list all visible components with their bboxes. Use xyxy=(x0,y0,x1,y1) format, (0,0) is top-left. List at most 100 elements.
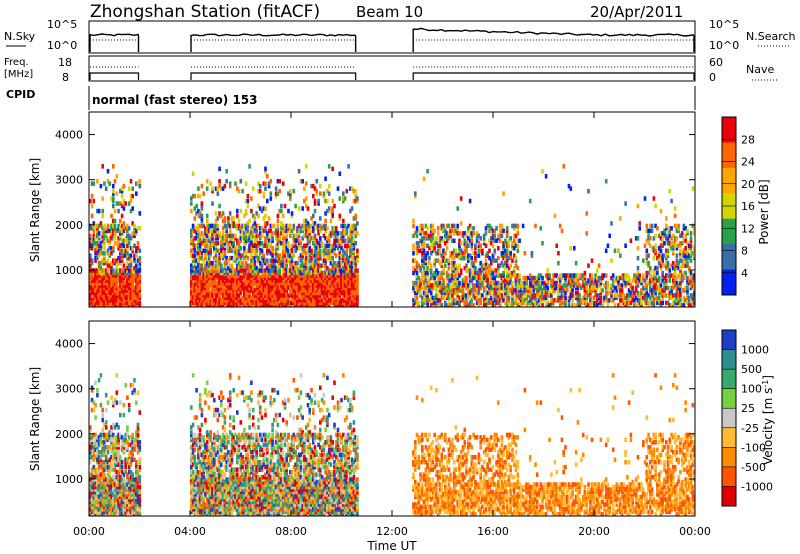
heatmap-cell xyxy=(509,253,512,258)
heatmap-cell xyxy=(276,238,280,243)
heatmap-cell xyxy=(454,251,458,256)
heatmap-cell xyxy=(120,298,124,303)
heatmap-cell xyxy=(260,208,264,214)
heatmap-cell xyxy=(122,253,126,258)
heatmap-cell xyxy=(429,228,433,234)
heatmap-cell xyxy=(511,246,514,251)
heatmap-cell xyxy=(273,263,276,268)
heatmap-cell xyxy=(668,233,672,239)
heatmap-cell xyxy=(228,246,232,251)
heatmap-cell xyxy=(665,273,668,278)
heatmap-cell xyxy=(269,263,273,268)
heatmap-cell xyxy=(303,218,306,224)
heatmap-cell xyxy=(104,273,108,278)
heatmap-cell xyxy=(303,260,306,266)
heatmap-cell xyxy=(509,280,512,286)
heatmap-cell xyxy=(417,280,421,286)
heatmap-cell xyxy=(502,298,505,303)
heatmap-cell xyxy=(108,283,111,288)
heatmap-cell xyxy=(327,164,331,169)
heatmap-cell xyxy=(647,293,650,298)
heatmap-cell xyxy=(283,273,287,278)
heatmap-cell xyxy=(225,260,228,266)
heatmap-cell xyxy=(490,226,493,231)
heatmap-cell xyxy=(205,295,209,301)
heatmap-cell xyxy=(96,226,99,231)
heatmap-cell xyxy=(315,260,319,266)
heatmap-cell xyxy=(193,268,197,273)
heatmap-cell xyxy=(548,273,551,278)
heatmap-cell xyxy=(481,283,484,288)
heatmap-cell xyxy=(96,270,99,276)
heatmap-cell xyxy=(110,280,113,286)
heatmap-cell xyxy=(581,275,585,281)
heatmap-cell xyxy=(636,270,640,276)
heatmap-cell xyxy=(647,280,650,286)
heatmap-cell xyxy=(99,300,103,306)
heatmap-cell xyxy=(527,293,530,298)
heatmap-cell xyxy=(108,251,111,256)
heatmap-cell xyxy=(110,270,113,276)
heatmap-cell xyxy=(689,238,693,243)
heatmap-cell xyxy=(308,253,311,258)
heatmap-cell xyxy=(113,236,117,241)
heatmap-cell xyxy=(514,243,518,248)
heatmap-cell xyxy=(647,241,650,246)
heatmap-cell xyxy=(342,268,345,273)
heatmap-cell xyxy=(120,243,124,248)
heatmap-cell xyxy=(567,303,571,307)
heatmap-cell xyxy=(92,275,96,281)
heatmap-cell xyxy=(340,236,343,241)
heatmap-cell xyxy=(262,300,266,306)
heatmap-cell xyxy=(352,290,356,296)
heatmap-cell xyxy=(505,233,509,239)
heatmap-cell xyxy=(597,293,601,298)
heatmap-cell xyxy=(463,255,467,261)
heatmap-cell xyxy=(333,238,336,243)
heatmap-cell xyxy=(421,251,424,256)
heatmap-cell xyxy=(244,280,248,286)
heatmap-cell xyxy=(551,298,555,303)
heatmap-cell xyxy=(283,253,287,258)
heatmap-cell xyxy=(221,226,225,231)
heatmap-cell xyxy=(308,293,311,298)
heatmap-cell xyxy=(338,288,342,293)
heatmap-cell xyxy=(543,298,546,303)
heatmap-cell xyxy=(269,196,273,201)
heatmap-cell xyxy=(230,288,234,293)
heatmap-cell xyxy=(686,288,689,293)
heatmap-cell xyxy=(198,233,202,239)
heatmap-cell xyxy=(129,280,133,286)
heatmap-cell xyxy=(477,288,481,293)
heatmap-cell xyxy=(421,300,424,306)
heatmap-cell xyxy=(421,228,424,234)
heatmap-cell xyxy=(673,283,677,288)
heatmap-cell xyxy=(214,263,218,268)
heatmap-cell xyxy=(251,290,255,296)
heatmap-cell xyxy=(679,248,682,253)
heatmap-cell xyxy=(287,270,290,276)
heatmap-cell xyxy=(356,288,359,293)
heatmap-cell xyxy=(546,278,550,283)
heatmap-cell xyxy=(248,288,251,293)
heatmap-cell xyxy=(431,241,435,246)
heatmap-cell xyxy=(297,300,301,306)
heatmap-cell xyxy=(253,295,257,301)
heatmap-cell xyxy=(198,275,202,281)
heatmap-cell xyxy=(454,280,458,286)
heatmap-cell xyxy=(312,278,315,283)
heatmap-cell xyxy=(250,258,253,263)
heatmap-cell xyxy=(223,238,227,243)
heatmap-cell xyxy=(228,268,232,273)
heatmap-cell xyxy=(101,283,104,288)
heatmap-cell xyxy=(207,290,211,296)
heatmap-cell xyxy=(544,285,548,291)
heatmap-cell xyxy=(340,253,343,258)
heatmap-cell xyxy=(250,241,253,246)
heatmap-cell xyxy=(207,283,211,288)
heatmap-cell xyxy=(342,253,345,258)
heatmap-cell xyxy=(495,283,498,288)
heatmap-cell xyxy=(227,285,230,291)
heatmap-cell xyxy=(244,270,248,276)
heatmap-cell xyxy=(195,236,198,241)
